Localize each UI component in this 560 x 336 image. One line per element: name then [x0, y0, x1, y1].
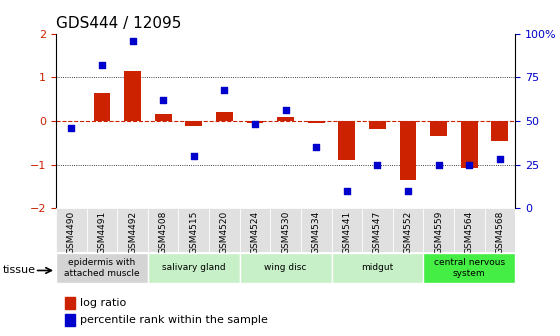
Bar	[308, 121, 325, 123]
Bar	[246, 121, 263, 123]
Bar	[124, 71, 141, 121]
Text: GSM4552: GSM4552	[404, 210, 413, 254]
Text: tissue: tissue	[3, 265, 36, 276]
Point	[250, 122, 259, 127]
Bar	[484, 208, 515, 252]
Bar	[117, 208, 148, 252]
Point	[404, 188, 413, 194]
Text: GDS444 / 12095: GDS444 / 12095	[56, 16, 181, 31]
Bar	[240, 253, 332, 283]
Bar	[461, 121, 478, 168]
Bar	[185, 121, 202, 126]
Point	[97, 62, 106, 68]
Text: GSM4541: GSM4541	[342, 210, 351, 254]
Text: GSM4515: GSM4515	[189, 210, 198, 254]
Text: GSM4559: GSM4559	[434, 210, 443, 254]
Text: wing disc: wing disc	[264, 263, 307, 272]
Bar	[423, 253, 515, 283]
Bar	[369, 121, 386, 129]
Text: salivary gland: salivary gland	[162, 263, 226, 272]
Bar	[332, 253, 423, 283]
Text: GSM4534: GSM4534	[312, 210, 321, 254]
Bar	[87, 208, 117, 252]
Bar	[454, 208, 484, 252]
Point	[496, 157, 505, 162]
Point	[465, 162, 474, 167]
Point	[189, 153, 198, 159]
Bar	[179, 208, 209, 252]
Point	[434, 162, 443, 167]
Point	[158, 97, 167, 103]
Bar	[56, 253, 148, 283]
Text: GSM4520: GSM4520	[220, 210, 229, 254]
Text: log ratio: log ratio	[80, 298, 126, 308]
Text: epidermis with
attached muscle: epidermis with attached muscle	[64, 258, 140, 278]
Text: GSM4491: GSM4491	[97, 210, 106, 254]
Point	[67, 125, 76, 131]
Bar	[301, 208, 332, 252]
Point	[220, 87, 229, 92]
Text: percentile rank within the sample: percentile rank within the sample	[80, 316, 268, 325]
Bar	[148, 208, 179, 252]
Text: GSM4568: GSM4568	[496, 210, 505, 254]
Bar	[492, 121, 508, 140]
Text: GSM4490: GSM4490	[67, 210, 76, 254]
Bar	[155, 114, 171, 121]
Text: GSM4547: GSM4547	[373, 210, 382, 254]
Text: GSM4492: GSM4492	[128, 210, 137, 254]
Bar	[94, 92, 110, 121]
Text: midgut: midgut	[361, 263, 394, 272]
Point	[128, 38, 137, 43]
Bar	[65, 314, 75, 326]
Bar	[240, 208, 270, 252]
Bar	[65, 297, 75, 309]
Text: GSM4530: GSM4530	[281, 210, 290, 254]
Bar	[209, 208, 240, 252]
Bar	[270, 208, 301, 252]
Bar	[332, 208, 362, 252]
Bar	[277, 118, 294, 121]
Text: GSM4564: GSM4564	[465, 210, 474, 254]
Bar	[362, 208, 393, 252]
Bar	[423, 208, 454, 252]
Point	[312, 144, 321, 150]
Bar	[216, 112, 233, 121]
Bar	[338, 121, 355, 160]
Bar	[430, 121, 447, 136]
Bar	[56, 208, 87, 252]
Point	[373, 162, 382, 167]
Point	[342, 188, 351, 194]
Bar	[400, 121, 417, 180]
Text: GSM4524: GSM4524	[250, 210, 259, 254]
Point	[281, 108, 290, 113]
Text: central nervous
system: central nervous system	[433, 258, 505, 278]
Bar	[393, 208, 423, 252]
Text: GSM4508: GSM4508	[158, 210, 167, 254]
Bar	[148, 253, 240, 283]
